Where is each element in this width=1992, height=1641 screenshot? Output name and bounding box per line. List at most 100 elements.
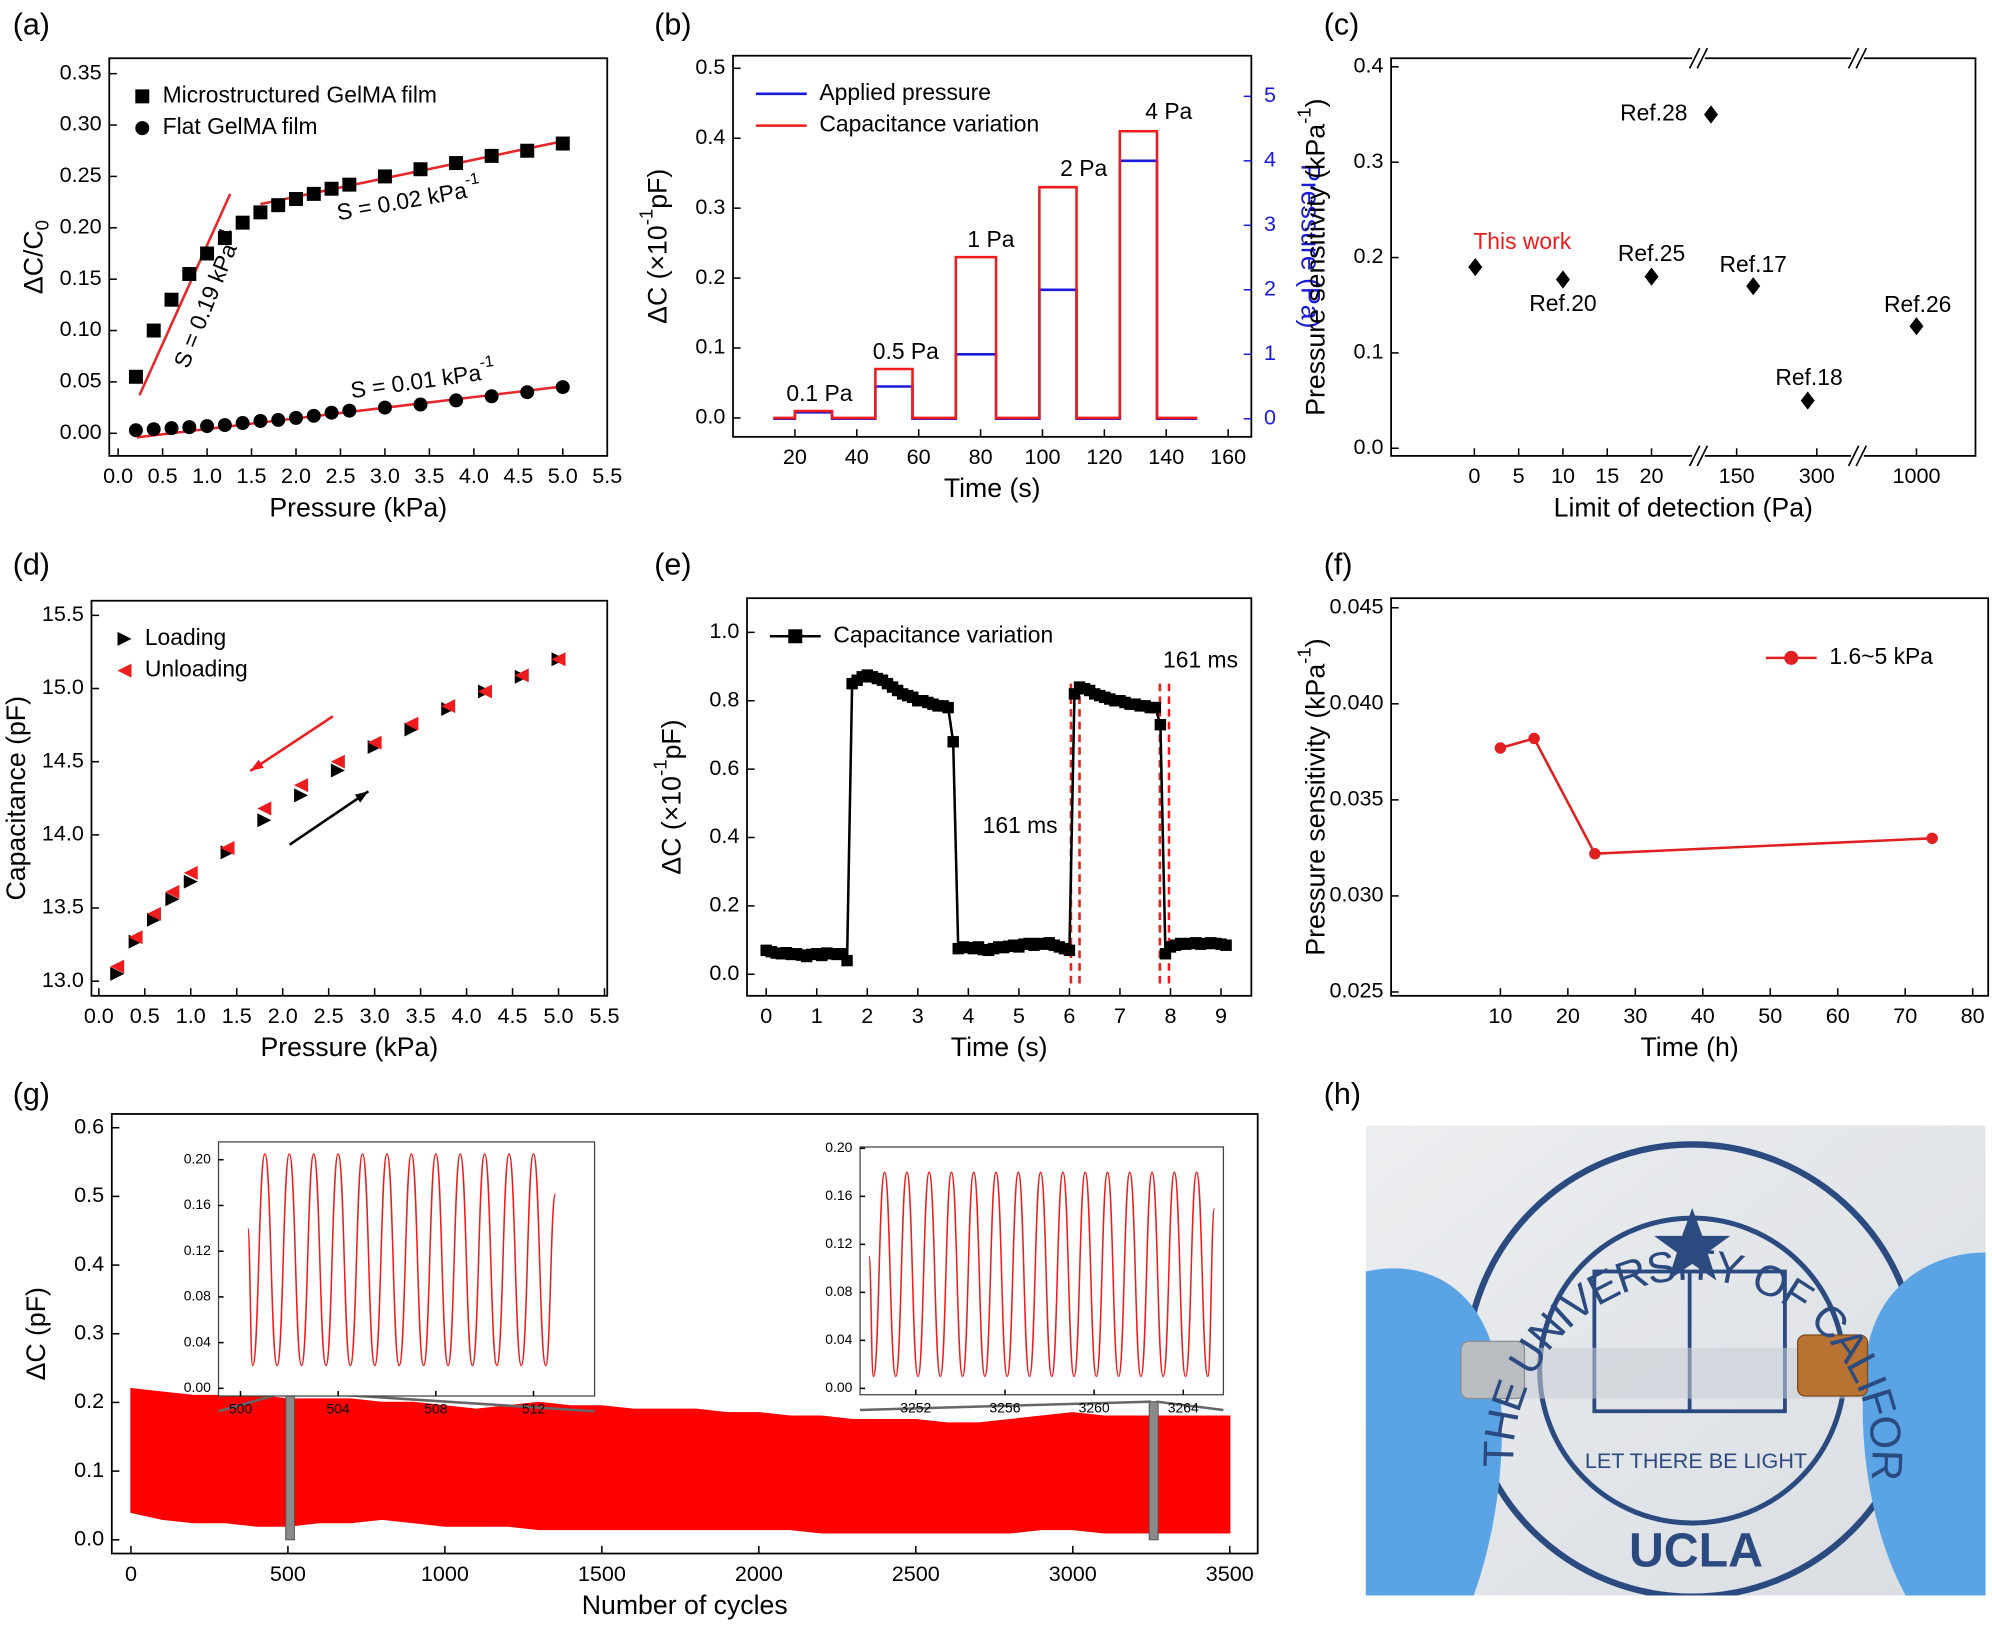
y-tick-label: 0.3 [74, 1319, 104, 1344]
x-tick-label: 3252 [900, 1399, 931, 1415]
y-tick-label: 0.1 [695, 334, 725, 359]
y-tick-label: 0.12 [825, 1235, 852, 1251]
data-point [413, 397, 428, 412]
annotation: 0.1 Pa [786, 380, 852, 406]
data-point [377, 400, 392, 415]
y-tick-label: 0.2 [695, 264, 725, 289]
annotation: 4 Pa [1145, 98, 1192, 124]
x-tick-label: 140 [1148, 444, 1184, 469]
x-tick-label: 0 [760, 1003, 772, 1028]
data-point [342, 403, 357, 418]
x-tick-label: 3.5 [414, 463, 444, 488]
data-point [217, 418, 232, 433]
data-point [836, 948, 848, 960]
data-point [165, 892, 180, 907]
y-axis-label: Pressure sensitivity (kPa-1) [1293, 98, 1330, 415]
data-point [947, 736, 959, 748]
data-point [128, 423, 143, 438]
plot-frame [1390, 597, 1990, 997]
seal-name: UCLA [1629, 1523, 1763, 1577]
data-point [1159, 948, 1172, 960]
legend-label: Loading [145, 624, 226, 650]
x-tick-label: 2.0 [268, 1003, 298, 1028]
y-tick-label: 0.35 [60, 59, 102, 84]
y-tick-label: 0.04 [184, 1333, 211, 1349]
arrow-shaft [288, 790, 370, 846]
data-point [1926, 832, 1938, 845]
x-tick-label: 2500 [892, 1561, 940, 1586]
data-point [449, 156, 464, 171]
y-axis-label-part: ) [1300, 98, 1330, 107]
y-tick-label: 0.2 [709, 892, 739, 917]
data-point [1149, 701, 1162, 714]
annotation: 161 ms [983, 812, 1058, 838]
x-tick-label: 3 [912, 1003, 924, 1028]
y2-tick-label: 0 [1264, 404, 1276, 429]
photo: THE UNIVERSITY OF CALIFORNIA LET THERE B… [1365, 1125, 1986, 1596]
data-point [217, 231, 232, 246]
data-point [257, 801, 272, 816]
x-tick-label: 5 [1513, 463, 1525, 488]
data-point [484, 148, 499, 163]
y-tick-label: 0.12 [184, 1242, 211, 1258]
x-tick-label: 3.0 [360, 1003, 390, 1028]
y-axis-label-part: -1 [635, 209, 656, 226]
data-point [1063, 944, 1076, 957]
axis-break-gap [1692, 48, 1705, 69]
x-tick-label: 160 [1210, 444, 1246, 469]
zoom-region [285, 1391, 295, 1541]
data-point [330, 754, 345, 769]
plot-frame [108, 57, 609, 457]
arrow-head [354, 791, 369, 803]
y-tick-label: 0.5 [695, 54, 725, 79]
annotation: 2 Pa [1060, 155, 1107, 181]
point-label: Ref.17 [1720, 251, 1787, 277]
x-tick-label: 7 [1114, 1003, 1126, 1028]
y-tick-label: 0.045 [1329, 593, 1383, 618]
x-tick-label: 8 [1164, 1003, 1176, 1028]
data-point [1154, 718, 1167, 731]
y-tick-label: 0.4 [74, 1251, 104, 1276]
data-point [306, 408, 321, 423]
data-point [449, 393, 464, 408]
y-tick-label: 0.040 [1329, 690, 1383, 715]
y-axis-label: ΔC/C0 [19, 220, 53, 294]
data-point [324, 181, 339, 196]
data-point [182, 267, 197, 282]
data-point [294, 778, 309, 793]
data-point [253, 205, 268, 220]
y2-tick-label: 4 [1264, 147, 1276, 172]
y-tick-label: 0.00 [184, 1379, 211, 1395]
y-tick-label: 0.16 [184, 1196, 211, 1212]
data-point [235, 416, 250, 431]
x-tick-label: 5.5 [592, 463, 622, 488]
x-tick-label: 3256 [989, 1399, 1020, 1415]
plot-frame [732, 54, 1253, 438]
x-tick-label: 60 [907, 444, 931, 469]
y-tick-label: 0.0 [74, 1525, 104, 1550]
zoom-connector [860, 1400, 1152, 1412]
y-tick-label: 14.0 [42, 821, 84, 846]
data-point [147, 906, 161, 921]
x-tick-label: 500 [270, 1561, 306, 1586]
axis-break-gap [1851, 48, 1864, 69]
panel-label: (b) [654, 8, 691, 42]
x-tick-label: 2.5 [325, 463, 355, 488]
data-point [413, 162, 428, 177]
panel-label: (f) [1324, 547, 1353, 581]
panel-label: (c) [1324, 8, 1360, 42]
y-tick-label: 0.0 [709, 960, 739, 985]
legend-label: Flat GelMA film [163, 113, 318, 139]
x-tick-label: 10 [1488, 1003, 1512, 1028]
x-tick-label: 4.5 [503, 463, 533, 488]
data-point [477, 684, 492, 699]
y-axis-label-part: pF) [642, 169, 672, 209]
y-axis-label-part: ΔC (×10 [656, 776, 686, 875]
x-tick-label: 15 [1595, 463, 1619, 488]
legend-label: Unloading [145, 656, 248, 682]
point-label: Ref.25 [1618, 240, 1685, 266]
x-tick-label: 0 [1468, 463, 1480, 488]
data-point [1528, 732, 1540, 745]
legend-label: Capacitance variation [833, 621, 1053, 647]
